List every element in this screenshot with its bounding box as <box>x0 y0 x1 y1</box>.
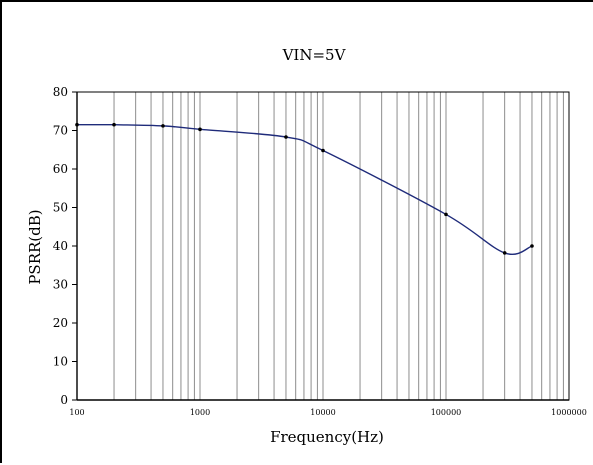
data-point <box>112 122 116 127</box>
data-point <box>530 244 534 248</box>
data-point <box>161 124 165 128</box>
y-tick-label: 40 <box>53 239 68 253</box>
x-tick-label: 100000 <box>431 408 462 417</box>
y-tick-label: 50 <box>53 201 68 215</box>
y-tick-label: 0 <box>60 393 68 407</box>
y-axis-label: PSRR(dB) <box>26 209 44 284</box>
chart-title: VIN=5V <box>282 46 347 64</box>
x-axis-label: Frequency(Hz) <box>270 428 384 446</box>
data-point <box>284 135 288 139</box>
data-point <box>198 127 202 132</box>
series-layer <box>75 122 534 255</box>
data-point <box>321 148 325 153</box>
grid-layer <box>113 92 564 400</box>
data-point <box>444 212 448 217</box>
psrr-series-line <box>76 123 533 255</box>
data-point <box>502 251 507 255</box>
x-tick-label: 1000000 <box>551 408 587 417</box>
y-tick-label: 60 <box>53 162 68 176</box>
y-tick-label: 80 <box>53 85 68 99</box>
x-tick-label: 1000 <box>190 408 210 417</box>
ticks-layer: 0 10 20 30 40 50 60 70 80 100 1000 10000 100000 10000… <box>53 85 587 417</box>
x-tick-label: 100 <box>69 408 84 417</box>
y-tick-label: 30 <box>53 278 68 292</box>
y-tick-label: 20 <box>53 316 68 330</box>
x-tick-label: 10000 <box>310 408 335 417</box>
y-tick-label: 10 <box>53 355 68 369</box>
y-tick-label: 70 <box>53 124 68 138</box>
data-point <box>75 122 79 127</box>
